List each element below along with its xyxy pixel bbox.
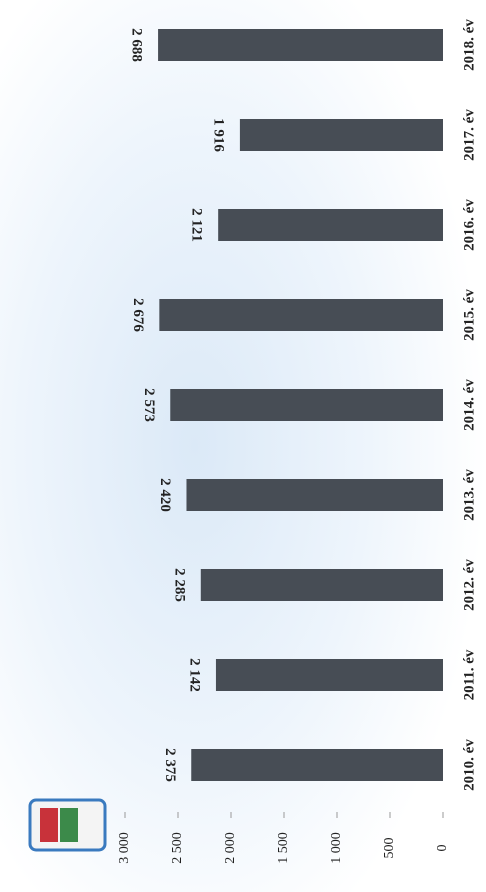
value-label: 2 688 <box>129 28 145 62</box>
bar <box>158 29 443 61</box>
bar <box>218 209 443 241</box>
bar <box>159 299 443 331</box>
y-tick-label: 2 500 <box>170 832 185 864</box>
y-tick-label: 2 000 <box>223 832 238 864</box>
x-tick-label: 2012. év <box>461 559 477 611</box>
x-tick-label: 2014. év <box>461 379 477 431</box>
bar <box>186 479 444 511</box>
value-label: 2 285 <box>171 568 187 602</box>
bar <box>200 569 443 601</box>
y-tick-label: 3 000 <box>117 832 132 864</box>
x-tick-label: 2015. év <box>461 289 477 341</box>
y-tick-label: 1 000 <box>329 832 344 864</box>
logo <box>28 798 107 852</box>
bar <box>191 749 443 781</box>
value-label: 2 142 <box>187 658 203 692</box>
value-label: 2 121 <box>189 208 205 242</box>
bar <box>170 389 443 421</box>
x-tick-label: 2010. év <box>461 739 477 791</box>
y-tick-label: 0 <box>435 845 450 852</box>
value-label: 2 420 <box>157 478 173 512</box>
value-label: 2 676 <box>130 298 146 332</box>
x-tick-label: 2011. év <box>461 649 477 700</box>
y-tick-label: 500 <box>382 838 397 859</box>
y-tick-label: 1 500 <box>276 832 291 864</box>
bar <box>239 119 443 151</box>
x-tick-label: 2013. év <box>461 469 477 521</box>
value-label: 2 375 <box>162 748 178 782</box>
x-tick-label: 2017. év <box>461 109 477 161</box>
x-tick-label: 2018. év <box>461 19 477 71</box>
bar <box>215 659 443 691</box>
value-label: 1 916 <box>210 118 226 152</box>
x-tick-label: 2016. év <box>461 199 477 251</box>
value-label: 2 573 <box>141 388 157 422</box>
